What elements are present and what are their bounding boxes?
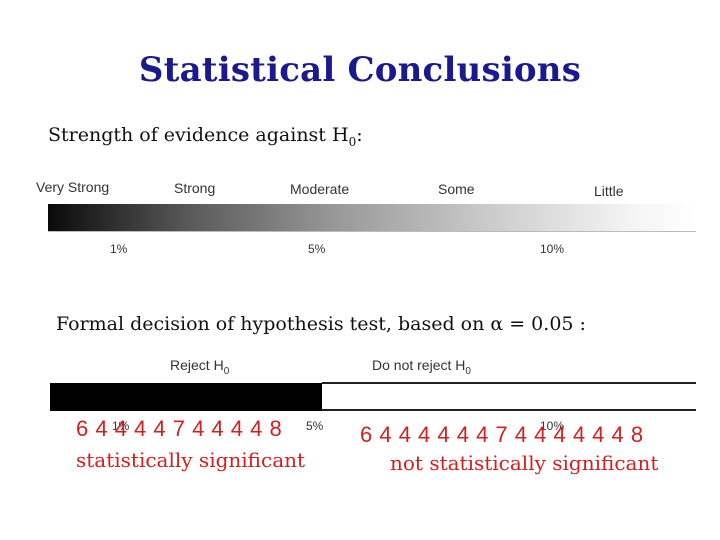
left-caption: statistically significant bbox=[76, 448, 306, 472]
reject-label-subscript: 0 bbox=[223, 365, 230, 377]
decision-pct-5: 5% bbox=[306, 419, 324, 433]
scale-label-moderate: Moderate bbox=[290, 181, 350, 197]
not-reject-label-text: Do not reject H bbox=[372, 357, 466, 373]
right-caption: not statistically significant bbox=[390, 451, 659, 475]
evidence-heading-suffix: : bbox=[356, 124, 363, 146]
right-brace-digits: 6 4 4 4 4 4 4 7 4 4 4 4 4 4 8 bbox=[360, 422, 644, 447]
not-reject-label-subscript: 0 bbox=[465, 365, 471, 377]
evidence-heading-subscript: 0 bbox=[348, 134, 357, 149]
evidence-heading: Strength of evidence against H0: bbox=[48, 124, 363, 149]
reject-label-text: Reject H bbox=[170, 357, 224, 373]
decision-heading: Formal decision of hypothesis test, base… bbox=[56, 313, 586, 335]
scale-label-little: Little bbox=[594, 183, 624, 199]
scale-label-very-strong: Very Strong bbox=[36, 179, 110, 195]
not-reject-top-line bbox=[322, 382, 696, 384]
evidence-gradient-bar bbox=[48, 204, 696, 232]
evidence-pct-10: 10% bbox=[540, 242, 565, 256]
evidence-pct-1: 1% bbox=[110, 242, 128, 256]
decision-pct-10: 10% bbox=[540, 419, 565, 433]
evidence-heading-text: Strength of evidence against H bbox=[48, 124, 349, 146]
reject-label: Reject H0 bbox=[170, 357, 229, 377]
decision-pct-1: 1% bbox=[112, 419, 130, 433]
reject-region-bar bbox=[50, 383, 322, 411]
left-brace-digits: 6 4 4 4 4 7 4 4 4 4 8 bbox=[76, 416, 283, 441]
not-reject-bottom-line bbox=[322, 409, 696, 411]
scale-label-some: Some bbox=[438, 181, 475, 197]
scale-label-strong: Strong bbox=[174, 180, 216, 196]
not-reject-label: Do not reject H0 bbox=[372, 357, 471, 377]
evidence-pct-5: 5% bbox=[308, 242, 326, 256]
page-title: Statistical Conclusions bbox=[138, 50, 582, 90]
